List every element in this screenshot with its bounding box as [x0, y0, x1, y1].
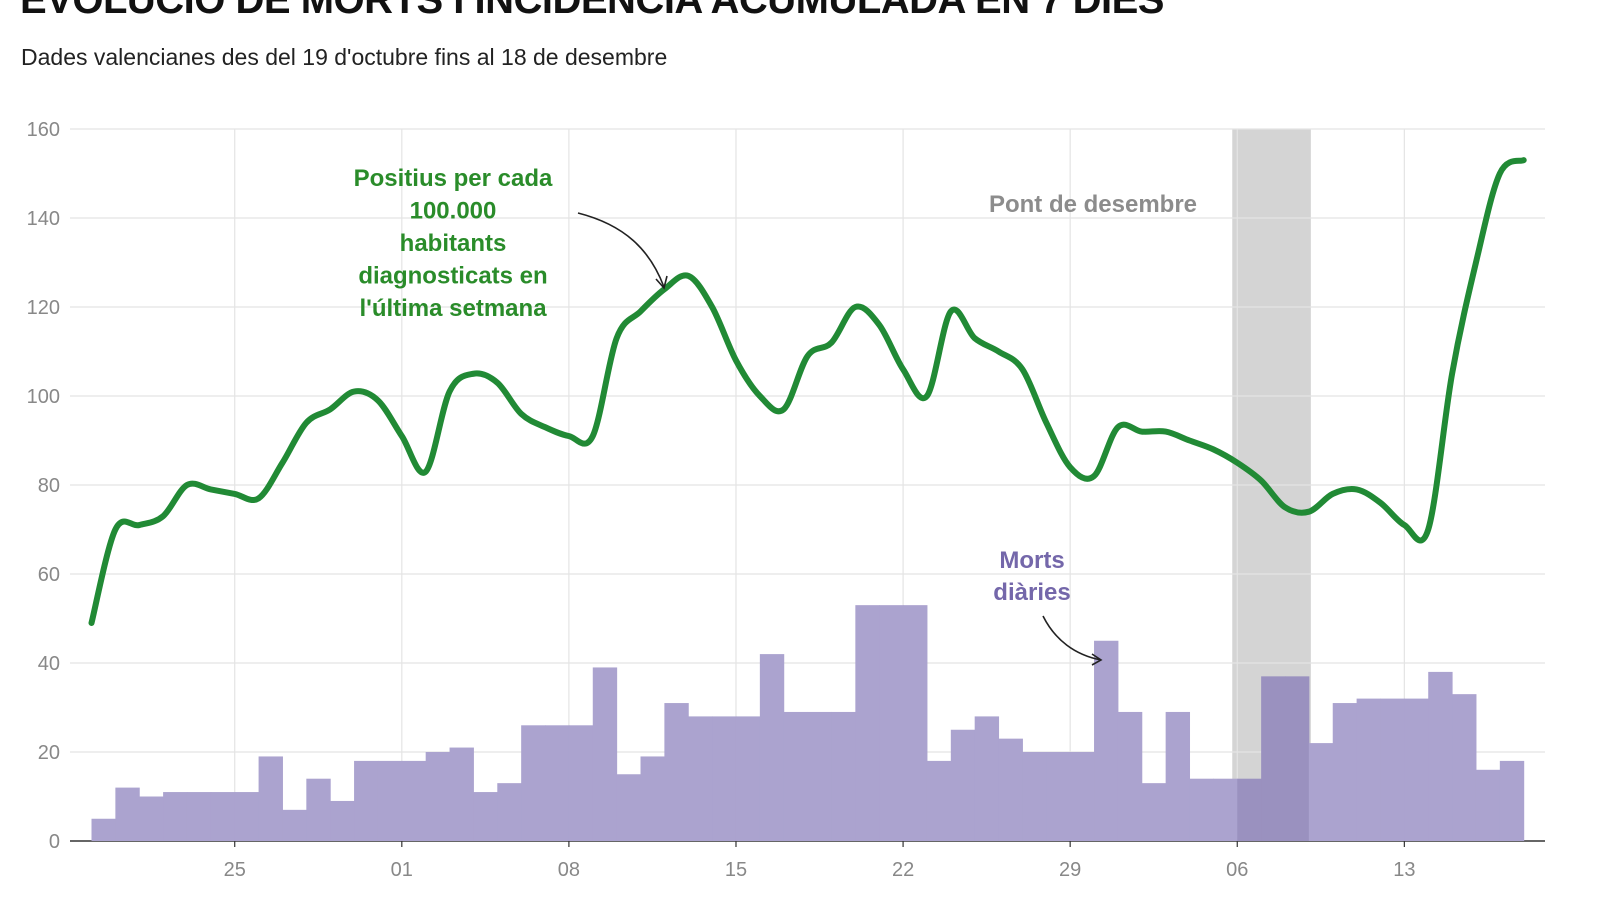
- x-tick-label: 22: [892, 859, 914, 881]
- bar-morts-diaries: [1022, 752, 1047, 841]
- bar-morts-diaries: [974, 716, 1000, 841]
- bar-morts-diaries: [139, 796, 164, 841]
- bar-morts-diaries: [545, 725, 570, 841]
- bar-morts-diaries: [425, 752, 451, 841]
- y-tick-label: 0: [49, 831, 60, 853]
- bar-morts-diaries: [1141, 783, 1167, 841]
- bar-morts-diaries: [664, 703, 689, 841]
- bar-morts-diaries: [1261, 676, 1286, 841]
- line-series-label: Positius per cada: [354, 165, 553, 192]
- bar-series-label: diàries: [993, 579, 1070, 606]
- bar-morts-diaries: [401, 760, 427, 841]
- bar-morts-diaries: [377, 760, 403, 841]
- y-tick-label: 160: [27, 119, 60, 141]
- bar-morts-diaries: [210, 792, 236, 841]
- bar-morts-diaries: [91, 818, 116, 841]
- bar-morts-diaries: [950, 729, 976, 841]
- bar-morts-diaries: [115, 787, 140, 841]
- bar-morts-diaries: [1189, 778, 1214, 841]
- bar-morts-diaries: [1452, 694, 1477, 841]
- bar-morts-diaries: [473, 792, 498, 841]
- y-tick-label: 60: [38, 564, 60, 586]
- x-tick-label: 06: [1226, 859, 1248, 881]
- bar-morts-diaries: [497, 783, 522, 841]
- bar-morts-diaries: [234, 792, 260, 841]
- x-tick-label: 01: [391, 859, 413, 881]
- arrow-to-bars: [1042, 615, 1102, 661]
- chart-title: EVOLUCIÓ DE MORTS I INCIDÈNCIA ACUMULADA…: [20, 0, 1164, 22]
- bar-morts-diaries: [1070, 752, 1095, 841]
- bar-morts-diaries: [1404, 698, 1429, 841]
- bar-morts-diaries: [688, 716, 713, 841]
- bar-morts-diaries: [855, 605, 880, 841]
- line-series-label: habitants: [400, 230, 507, 257]
- x-tick-label: 25: [224, 859, 246, 881]
- bar-morts-diaries: [354, 760, 379, 841]
- bar-morts-diaries: [640, 756, 665, 841]
- bar-morts-diaries: [330, 800, 355, 841]
- bar-morts-diaries: [163, 792, 188, 841]
- bar-morts-diaries: [1428, 671, 1453, 841]
- bar-morts-diaries: [831, 711, 856, 841]
- bar-morts-diaries: [521, 725, 546, 841]
- bar-morts-diaries: [1356, 698, 1381, 841]
- arrow-to-line: [577, 212, 665, 288]
- bar-morts-diaries: [735, 716, 761, 841]
- bar-morts-diaries: [879, 605, 904, 841]
- chart-subtitle: Dades valencianes des del 19 d'octubre f…: [21, 44, 668, 70]
- x-tick-label: 13: [1393, 859, 1415, 881]
- arrow-head-icon: [1091, 653, 1103, 666]
- line-series-label: 100.000: [410, 198, 497, 225]
- bar-morts-diaries: [1213, 778, 1238, 841]
- y-tick-label: 80: [38, 475, 60, 497]
- bar-morts-diaries: [1165, 711, 1191, 841]
- bar-morts-diaries: [783, 711, 809, 841]
- shaded-period-label: Pont de desembre: [989, 191, 1197, 218]
- bar-morts-diaries: [1308, 743, 1334, 841]
- y-tick-label: 40: [38, 653, 60, 675]
- bar-morts-diaries: [759, 654, 785, 841]
- bar-morts-diaries: [1332, 703, 1358, 841]
- bar-morts-diaries: [592, 667, 618, 841]
- bar-morts-diaries: [1285, 676, 1310, 841]
- x-tick-label: 29: [1059, 859, 1081, 881]
- y-tick-label: 100: [27, 386, 60, 408]
- x-tick-label: 08: [558, 859, 580, 881]
- bar-morts-diaries: [568, 725, 594, 841]
- bar-morts-diaries: [926, 760, 952, 841]
- bar-morts-diaries: [1094, 640, 1119, 841]
- bar-morts-diaries: [1117, 711, 1143, 841]
- bar-morts-diaries: [1475, 769, 1501, 841]
- bar-morts-diaries: [807, 711, 832, 841]
- bar-morts-diaries: [616, 774, 642, 841]
- bar-morts-diaries: [903, 605, 928, 841]
- bar-morts-diaries: [998, 738, 1023, 841]
- bar-morts-diaries: [1046, 752, 1071, 841]
- y-tick-label: 120: [27, 297, 60, 319]
- bar-morts-diaries: [1499, 760, 1525, 841]
- bar-morts-diaries: [1380, 698, 1405, 841]
- bar-morts-diaries: [186, 792, 212, 841]
- bar-morts-diaries: [712, 716, 737, 841]
- bar-morts-diaries: [258, 756, 283, 841]
- line-positius: [88, 157, 1527, 626]
- bar-series-label: Morts: [999, 547, 1064, 574]
- line-series-label: diagnosticats en: [358, 263, 547, 290]
- bar-morts-diaries: [282, 809, 307, 841]
- line-series-label: l'última setmana: [359, 295, 547, 322]
- x-tick-label: 15: [725, 859, 747, 881]
- bar-morts-diaries: [1237, 778, 1262, 841]
- bar-morts-diaries: [306, 778, 331, 841]
- bar-morts-diaries: [449, 747, 474, 841]
- y-tick-label: 20: [38, 742, 60, 764]
- arrow-head-icon: [655, 275, 668, 290]
- y-tick-label: 140: [27, 208, 60, 230]
